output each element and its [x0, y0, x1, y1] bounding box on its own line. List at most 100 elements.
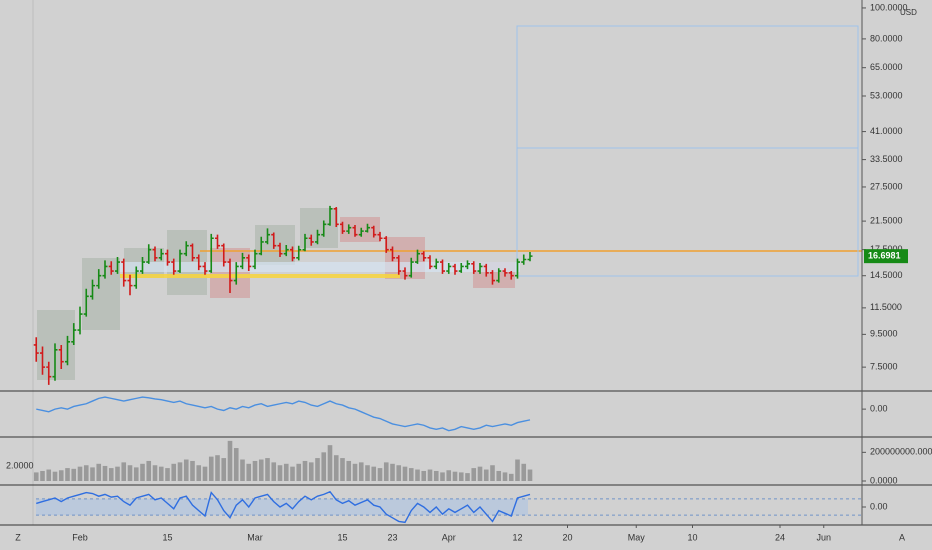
ohlc-bar [46, 361, 52, 385]
volume-bar [102, 465, 108, 481]
ohlc-bar [427, 255, 433, 270]
y-tick-label: 0.0000 [870, 475, 898, 485]
ohlc-bar [96, 269, 102, 289]
ohlc-bar [58, 344, 64, 369]
ohlc-bar [421, 251, 427, 262]
level-line [120, 274, 400, 278]
currency-label: USD [900, 8, 917, 17]
ohlc-bar [352, 225, 358, 237]
volume-bar [521, 463, 527, 481]
ohlc-bar [452, 263, 458, 275]
y-tick-label: 21.5000 [870, 215, 903, 225]
ohlc-bar [396, 255, 402, 275]
volume-bar [490, 465, 495, 481]
y-tick-label: 11.5000 [870, 302, 902, 312]
left-scale-label: 2.0000 [6, 460, 34, 470]
x-tick-label: Jun [816, 532, 831, 542]
ohlc-bar [83, 288, 89, 317]
ohlc-bar [196, 254, 202, 271]
volume-bar [471, 468, 477, 481]
ohlc-bar [65, 335, 70, 366]
ohlc-bar [190, 243, 195, 262]
y-tick-label: 27.5000 [870, 181, 903, 191]
ohlc-bar [127, 274, 133, 296]
volume-bar [121, 462, 127, 481]
x-tick-label: Mar [247, 532, 263, 542]
x-tick-label: May [628, 532, 646, 542]
volume-bar [515, 459, 520, 481]
volume-bar [115, 466, 120, 481]
volume-bar [396, 465, 402, 481]
ohlc-bar [333, 207, 339, 228]
range-band [120, 262, 520, 272]
volume-bar [340, 458, 345, 481]
volume-bar [33, 472, 39, 481]
volume-bar [377, 468, 383, 481]
ohlc-bar [358, 227, 364, 237]
volume-bar [196, 465, 202, 481]
y-tick-label: 200000000.0000 [870, 447, 932, 457]
ohlc-bar [140, 256, 145, 274]
volume-bar [96, 463, 102, 481]
band [36, 498, 528, 516]
ohlc-bar [327, 205, 333, 226]
ohlc-bar [465, 260, 470, 270]
ohlc-bar [52, 343, 58, 381]
volume-bar [233, 448, 239, 481]
volume-bar [358, 462, 364, 481]
volume-bar [258, 459, 264, 481]
ohlc-bar [227, 258, 233, 294]
indicator-line [36, 396, 531, 432]
ohlc-bar [527, 252, 533, 262]
ohlc-bar [233, 262, 239, 285]
indicator-line [36, 490, 531, 524]
y-tick-label: 33.5000 [870, 154, 903, 164]
volume-bar [452, 471, 458, 481]
ohlc-bar [290, 246, 295, 262]
ohlc-bar [133, 266, 139, 289]
ohlc-bar [158, 248, 164, 261]
volume-bar [440, 472, 445, 481]
volume-bar [108, 468, 114, 481]
ohlc-bar [33, 337, 39, 362]
volume-bar [315, 458, 320, 481]
volume-bar [427, 469, 433, 481]
ohlc-bar [121, 258, 127, 287]
x-tick-label: 15 [162, 532, 172, 542]
volume-bar [346, 460, 352, 481]
ohlc-bar [183, 241, 189, 257]
x-tick-label: Feb [72, 532, 88, 542]
corner-label: Z [15, 532, 21, 542]
ohlc-bar [502, 268, 508, 277]
volume-bar [365, 465, 370, 481]
last-price-label: 16.6981 [868, 251, 901, 261]
volume-bar [65, 468, 70, 481]
ohlc-bar [115, 256, 120, 274]
y-tick-label: 7.5000 [870, 362, 898, 372]
x-tick-label: 15 [337, 532, 347, 542]
corner-label: A [899, 532, 905, 542]
volume-bar [271, 462, 277, 481]
ohlc-bar [208, 233, 214, 273]
volume-bar [140, 463, 145, 481]
ohlc-bar [90, 279, 95, 300]
volume-bar [77, 466, 83, 481]
volume-bar [277, 465, 283, 481]
volume-bar [90, 467, 95, 481]
ohlc-bar [433, 258, 439, 270]
x-tick-label: 20 [562, 532, 572, 542]
volume-bar [402, 466, 408, 481]
ohlc-bar [377, 231, 383, 242]
ohlc-bar [490, 270, 495, 285]
ohlc-bar [446, 262, 452, 274]
zone-box [300, 208, 338, 248]
ohlc-bar [296, 245, 302, 261]
volume-bar [371, 466, 377, 481]
volume-bar [477, 466, 483, 481]
volume-bar [215, 455, 220, 481]
ohlc-bar [258, 236, 264, 256]
volume-bar [127, 465, 133, 481]
ohlc-bar [202, 262, 208, 275]
ohlc-bar [283, 244, 289, 257]
